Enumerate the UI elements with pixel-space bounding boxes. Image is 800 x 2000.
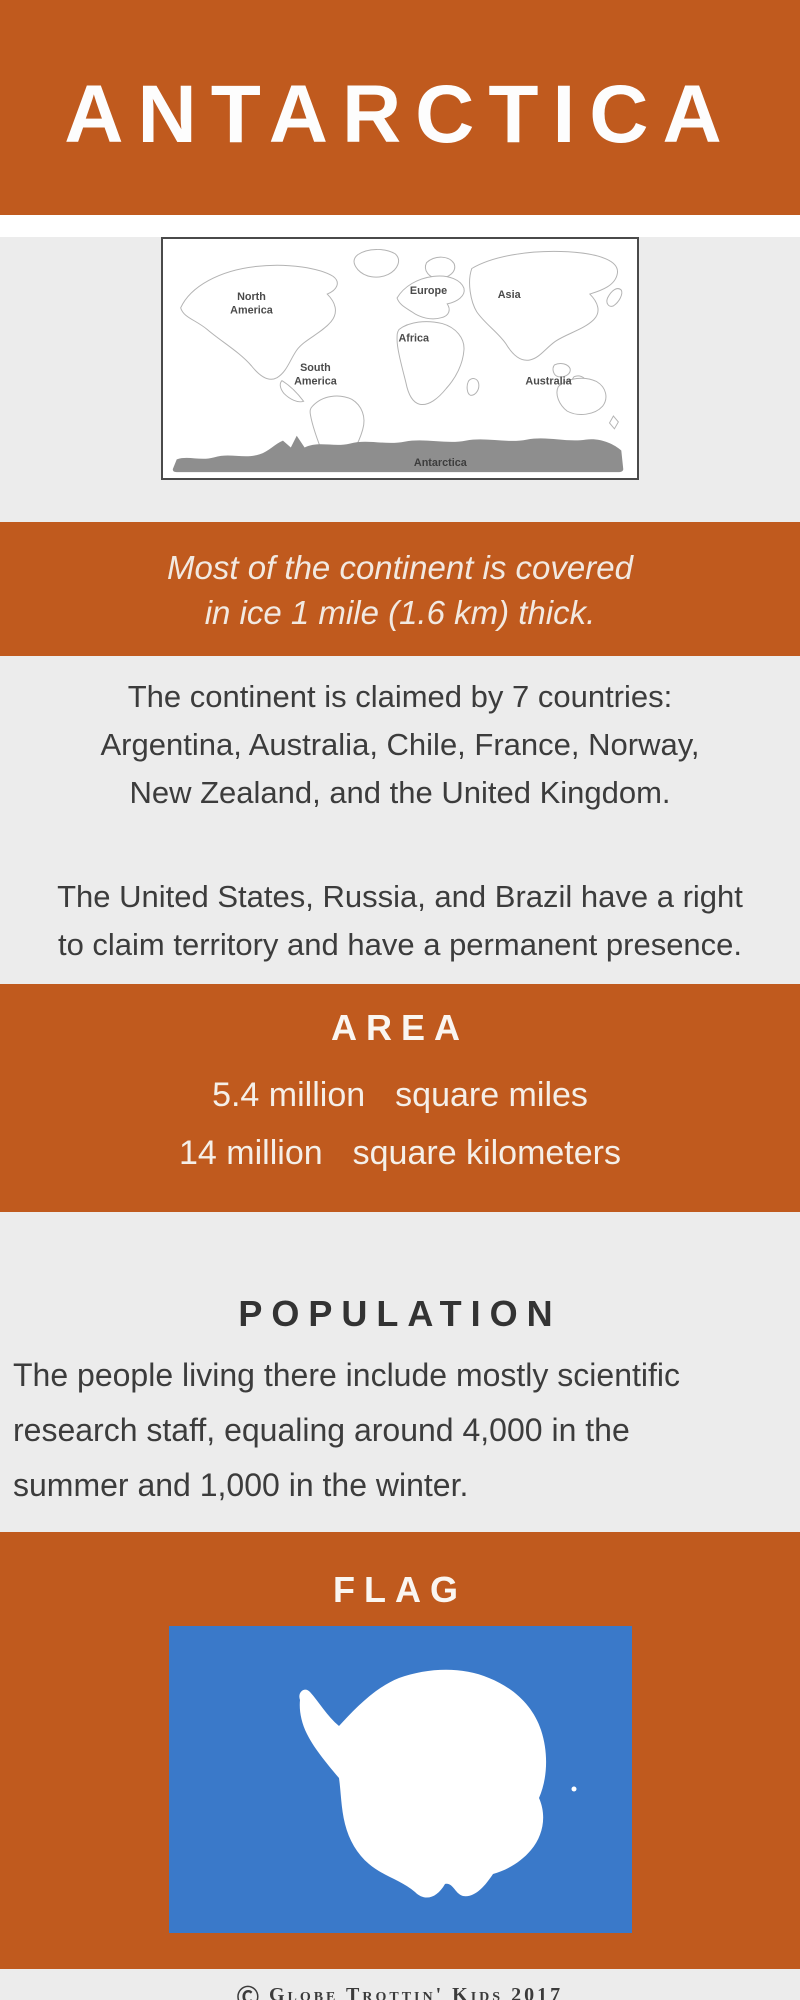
label-asia: Asia [498, 289, 522, 301]
area-section: AREA 5.4 million square miles 14 million… [0, 984, 800, 1212]
area-unit: square miles [395, 1076, 588, 1114]
new-zealand-outline [608, 415, 619, 430]
claims-paragraph-1: The continent is claimed by 7 countries:… [0, 673, 800, 817]
ice-fact-band: Most of the continent is covered in ice … [0, 522, 800, 656]
population-line: research staff, equaling around 4,000 in… [13, 1412, 630, 1448]
footer: Ⓒ Globe Trottin' Kids 2017 [0, 1969, 800, 2000]
label-europe: Europe [410, 285, 447, 297]
claims-line: to claim territory and have a permanent … [57, 927, 743, 962]
greenland-outline [353, 248, 400, 278]
header-banner: ANTARCTICA [0, 0, 800, 215]
label-south-america: America [294, 376, 338, 388]
flag-island-dot [571, 1786, 576, 1792]
asia-outline [469, 250, 618, 361]
flag-title: FLAG [333, 1569, 467, 1610]
label-australia: Australia [525, 376, 572, 388]
indonesia-outline [552, 363, 571, 378]
antarctica-highlight [172, 435, 624, 473]
madagascar-outline [466, 378, 480, 396]
world-map-image: North America Europe Asia Africa South A… [172, 248, 624, 473]
ice-fact-line: Most of the continent is covered [167, 549, 633, 586]
africa-outline [396, 321, 465, 406]
copyright-text: Globe Trottin' Kids 2017 [268, 1984, 564, 2000]
flag-section: FLAG [0, 1532, 800, 1969]
world-map: North America Europe Asia Africa South A… [161, 237, 639, 480]
antarctica-silhouette [298, 1669, 546, 1898]
europe-outline [396, 275, 465, 320]
area-value: 14 million [179, 1134, 323, 1172]
scandinavia-outline [425, 256, 456, 279]
copyright-icon: Ⓒ [236, 1984, 259, 2000]
claims-line: Argentina, Australia, Chile, France, Nor… [100, 727, 700, 762]
label-north: North [237, 291, 266, 303]
population-line: summer and 1,000 in the winter. [13, 1467, 469, 1503]
claims-section: The continent is claimed by 7 countries:… [0, 656, 800, 984]
antarctica-flag-image [168, 1626, 632, 1933]
australia-outline [556, 377, 607, 415]
ice-fact-line: in ice 1 mile (1.6 km) thick. [204, 594, 596, 631]
label-south: South [300, 362, 331, 374]
claims-paragraph-2: The United States, Russia, and Brazil ha… [0, 873, 800, 969]
area-rows: 5.4 million square miles 14 million squa… [0, 1066, 800, 1182]
population-line: The people living there include mostly s… [13, 1357, 680, 1393]
claims-line: New Zealand, and the United Kingdom. [129, 775, 671, 810]
population-section: POPULATION The people living there inclu… [0, 1212, 800, 1532]
area-title: AREA [330, 1007, 469, 1048]
area-unit: square kilometers [352, 1134, 621, 1172]
claims-line: The continent is claimed by 7 countries: [127, 679, 673, 714]
area-value: 5.4 million [212, 1076, 366, 1114]
japan-outline [606, 288, 623, 307]
map-section: North America Europe Asia Africa South A… [0, 237, 800, 522]
page-title: ANTARCTICA [64, 68, 736, 160]
label-antarctica: Antarctica [414, 457, 468, 469]
population-title: POPULATION [238, 1293, 562, 1334]
claims-line: The United States, Russia, and Brazil ha… [57, 879, 743, 914]
central-america-outline [279, 380, 305, 403]
population-body: The people living there include mostly s… [11, 1348, 789, 1513]
area-row-kilometers: 14 million square kilometers [0, 1124, 800, 1182]
label-africa: Africa [398, 332, 430, 344]
area-row-miles: 5.4 million square miles [0, 1066, 800, 1124]
north-america-outline [180, 264, 338, 380]
label-north-america: America [230, 305, 274, 317]
